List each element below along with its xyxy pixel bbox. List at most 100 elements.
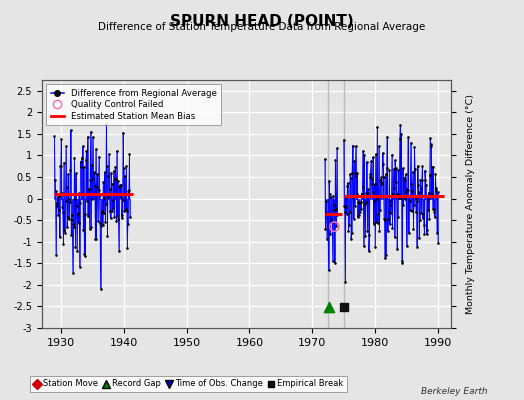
Point: [325, 178, 333, 184]
Point: [79, 143, 87, 149]
Point: [111, 164, 119, 170]
Point: [433, 230, 441, 236]
Point: [108, 208, 116, 214]
Point: [125, 151, 134, 157]
Point: [88, 196, 96, 202]
Point: [60, 159, 68, 166]
Point: [400, 174, 408, 181]
Point: [399, 165, 407, 172]
Point: [85, 186, 93, 192]
Point: [401, 171, 410, 178]
Point: [70, 155, 79, 161]
Point: [59, 241, 68, 248]
Point: [92, 146, 100, 152]
Point: [361, 201, 369, 207]
Point: [332, 223, 341, 230]
Point: [90, 169, 98, 176]
Point: [326, 216, 335, 222]
Point: [353, 191, 361, 197]
Point: [113, 213, 122, 220]
Point: [387, 201, 396, 208]
Point: [342, 204, 351, 210]
Point: [423, 196, 432, 202]
Point: [95, 153, 103, 160]
Point: [343, 211, 351, 217]
Point: [110, 214, 118, 220]
Point: [372, 151, 380, 157]
Point: [354, 214, 362, 220]
Point: [59, 209, 67, 215]
Point: [365, 232, 374, 238]
Point: [431, 171, 440, 177]
Point: [392, 191, 401, 197]
Point: [385, 209, 393, 215]
Point: [124, 220, 132, 227]
Point: [325, 191, 334, 198]
Point: [115, 184, 124, 190]
Point: [407, 181, 416, 188]
Point: [409, 168, 417, 175]
Point: [422, 231, 431, 238]
Point: [396, 122, 405, 128]
Point: [429, 206, 437, 212]
Point: [400, 176, 409, 183]
Point: [357, 190, 366, 197]
Point: [372, 219, 380, 225]
Point: [121, 173, 129, 180]
Point: [430, 209, 439, 216]
Point: [421, 168, 429, 174]
Point: [351, 170, 359, 176]
Point: [358, 184, 367, 190]
Point: [405, 193, 413, 199]
Y-axis label: Monthly Temperature Anomaly Difference (°C): Monthly Temperature Anomaly Difference (…: [466, 94, 475, 314]
Point: [60, 227, 69, 233]
Point: [341, 279, 350, 286]
Point: [383, 165, 391, 171]
Point: [415, 235, 423, 242]
Point: [100, 210, 108, 216]
Point: [398, 258, 406, 264]
Point: [54, 211, 62, 218]
Point: [68, 217, 77, 224]
Point: [103, 233, 112, 239]
Point: [394, 214, 402, 220]
Point: [347, 236, 355, 242]
Point: [380, 216, 389, 223]
Point: [93, 183, 101, 190]
Point: [330, 202, 339, 208]
Point: [348, 142, 357, 149]
Point: [356, 199, 365, 206]
Point: [99, 222, 107, 228]
Point: [433, 189, 442, 195]
Point: [93, 171, 102, 178]
Point: [343, 183, 352, 190]
Point: [424, 189, 433, 196]
Point: [399, 202, 408, 208]
Point: [354, 199, 363, 206]
Point: [120, 208, 128, 214]
Point: [114, 216, 123, 222]
Point: [366, 171, 375, 177]
Point: [69, 269, 77, 276]
Point: [322, 197, 331, 204]
Point: [63, 224, 71, 231]
Point: [81, 253, 90, 260]
Point: [390, 234, 399, 240]
Point: [61, 230, 69, 236]
Point: [392, 165, 400, 171]
Point: [417, 185, 425, 191]
Point: [51, 177, 59, 183]
Point: [107, 170, 115, 177]
Point: [387, 210, 395, 216]
Point: [430, 206, 438, 212]
Point: [75, 190, 83, 196]
Point: [347, 230, 356, 236]
Point: [428, 191, 436, 197]
Point: [357, 206, 365, 212]
Point: [126, 214, 134, 221]
Point: [76, 200, 84, 206]
Point: [51, 188, 60, 194]
Point: [53, 194, 62, 200]
Point: [388, 224, 397, 231]
Point: [106, 215, 115, 221]
